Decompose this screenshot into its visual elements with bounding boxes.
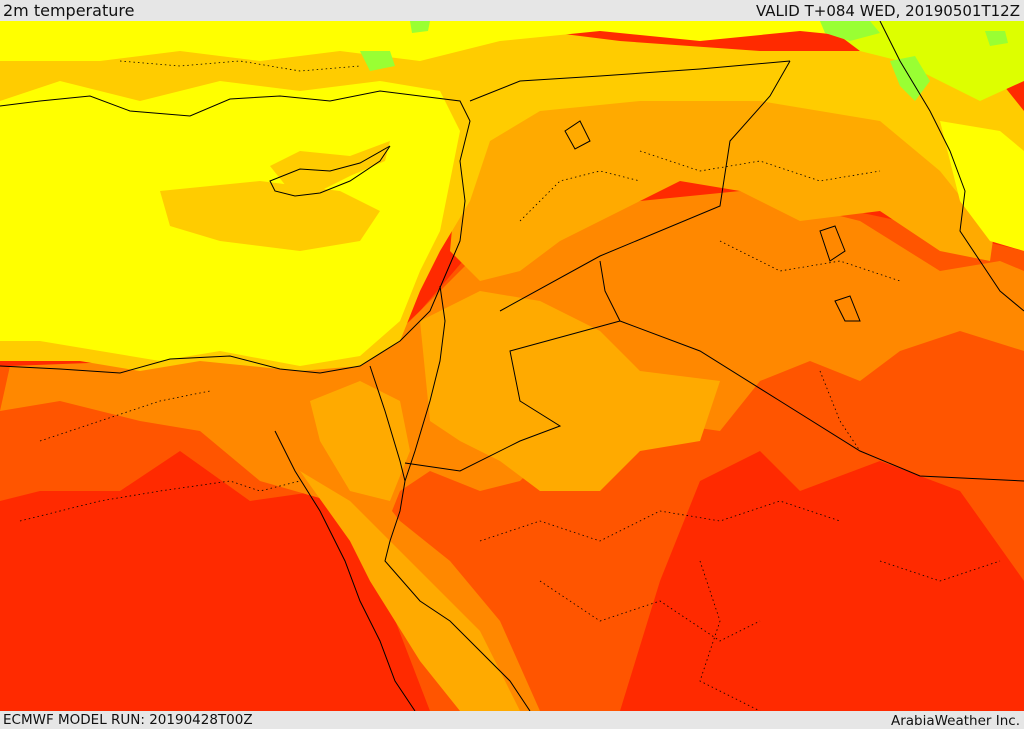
band-yellowgreen xyxy=(820,21,1024,101)
admin-line-9 xyxy=(519,170,641,222)
admin-line-7 xyxy=(819,370,861,452)
valid-time: VALID T+084 WED, 20190501T12Z xyxy=(755,2,1020,20)
admin-line-8 xyxy=(699,560,761,711)
credit: ArabiaWeather Inc. xyxy=(890,713,1020,729)
jordan-iraq-syria xyxy=(599,260,621,322)
lake-tharthar xyxy=(819,225,846,262)
syria-iraq xyxy=(499,60,791,312)
band-yellow-anatolia xyxy=(0,21,1024,71)
cyprus-coast xyxy=(269,145,391,197)
turkey-syria xyxy=(469,60,791,102)
footer-bar: ECMWF MODEL RUN: 20190428T00Z ArabiaWeat… xyxy=(0,711,1024,729)
borders xyxy=(0,21,1024,711)
mediterranean-coast xyxy=(0,90,471,374)
model-run: ECMWF MODEL RUN: 20190428T00Z xyxy=(3,712,253,728)
admin-line-1 xyxy=(19,480,301,522)
band-amber-red-sea xyxy=(300,471,520,711)
admin-line-4 xyxy=(539,580,761,642)
sinai-east xyxy=(369,365,406,482)
band-amber-jordan xyxy=(420,291,720,491)
band-yellow-zagros xyxy=(940,121,1024,251)
admin-line-3 xyxy=(479,500,841,542)
lake-assad xyxy=(564,120,591,150)
israel-jordan xyxy=(404,285,446,482)
band-lightgreen xyxy=(360,21,1008,101)
map-title: 2m temperature xyxy=(3,1,135,20)
temperature-map[interactable] xyxy=(0,21,1024,711)
red-sea-gulf-suez xyxy=(274,430,416,711)
band-gold-cyprus-area xyxy=(270,141,390,191)
band-gold-sea-streak xyxy=(160,181,380,251)
admin-lines xyxy=(19,60,1001,711)
header-bar: 2m temperature VALID T+084 WED, 20190501… xyxy=(0,0,1024,21)
iran-iraq xyxy=(879,21,1024,312)
admin-line-11 xyxy=(879,560,1001,582)
admin-line-5 xyxy=(639,150,881,182)
red-sea-gulf-aqaba xyxy=(384,480,531,711)
jordan-saudi xyxy=(404,320,621,472)
admin-line-2 xyxy=(39,390,211,442)
lake-razzaza xyxy=(834,295,861,322)
saudi-iraq xyxy=(619,320,1024,482)
